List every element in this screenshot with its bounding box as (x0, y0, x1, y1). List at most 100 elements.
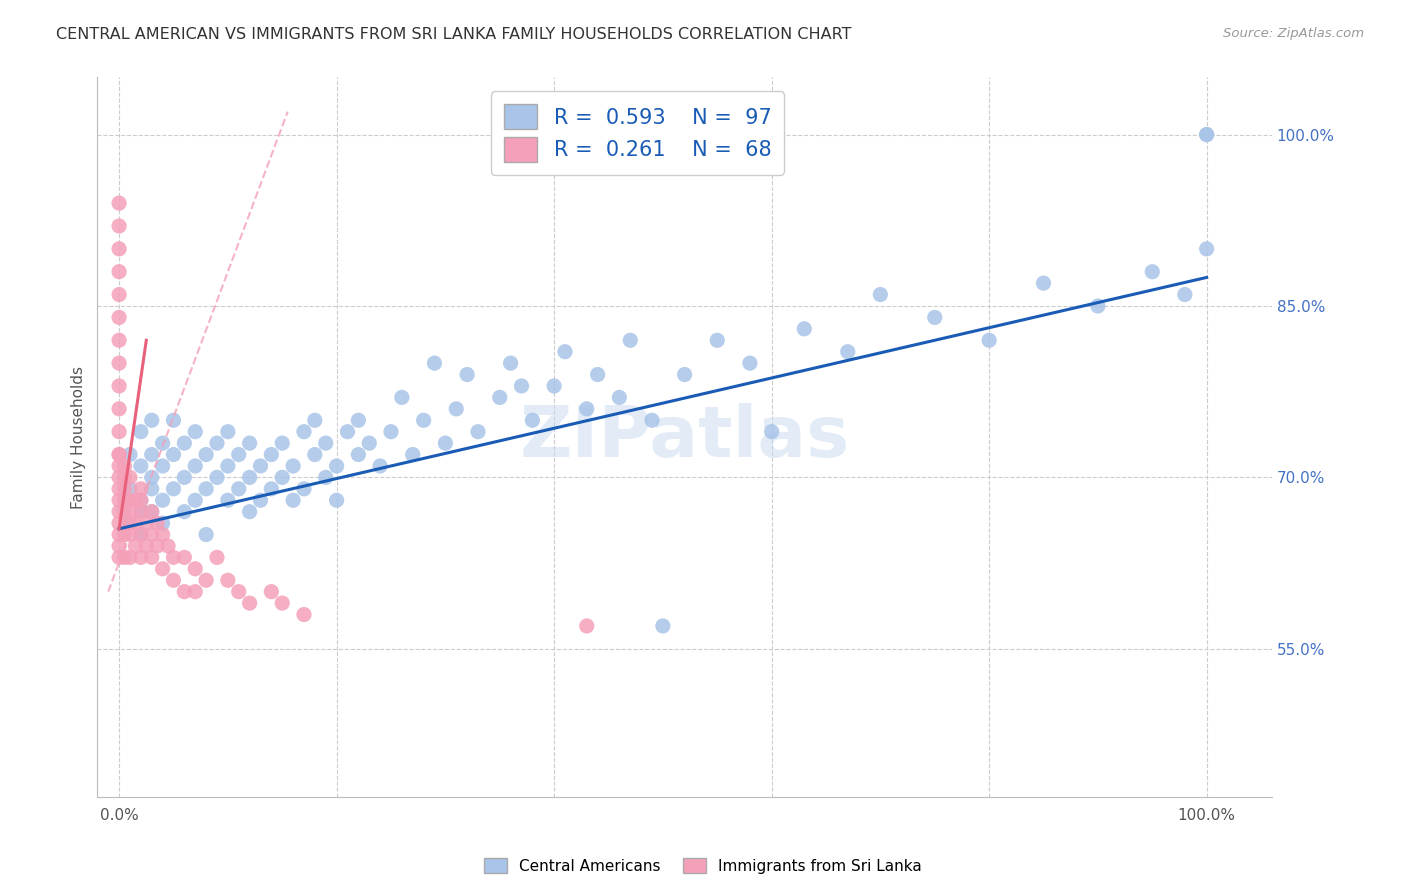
Point (173, 550, 195, 565)
Point (152, 516, 174, 530)
Point (118, 470, 141, 484)
Point (260, 448, 283, 462)
Point (141, 448, 163, 462)
Point (152, 527, 174, 541)
Point (173, 470, 195, 484)
Point (108, 196, 131, 211)
Point (162, 413, 184, 427)
Point (152, 458, 174, 473)
Point (1032, 276, 1054, 290)
Point (124, 493, 146, 508)
Point (336, 425, 359, 439)
Point (793, 322, 815, 336)
Point (141, 527, 163, 541)
Point (239, 505, 262, 519)
Point (456, 368, 478, 382)
Point (184, 425, 207, 439)
Point (315, 436, 337, 450)
Point (1195, 242, 1218, 256)
Point (108, 379, 131, 393)
Point (368, 458, 391, 473)
Point (129, 527, 152, 541)
Point (228, 482, 250, 496)
Point (1195, 128, 1218, 142)
Point (108, 287, 131, 301)
Point (761, 425, 783, 439)
Point (108, 539, 131, 553)
Point (217, 574, 239, 588)
Point (1087, 299, 1109, 313)
Point (184, 493, 207, 508)
Point (195, 448, 218, 462)
Point (304, 448, 326, 462)
Point (205, 470, 228, 484)
Point (249, 458, 271, 473)
Point (108, 505, 131, 519)
Point (108, 482, 131, 496)
Point (239, 470, 262, 484)
Point (619, 333, 641, 347)
Point (162, 482, 184, 496)
Point (152, 562, 174, 576)
Point (141, 413, 163, 427)
Point (118, 550, 141, 565)
Point (347, 413, 370, 427)
Point (217, 493, 239, 508)
Point (162, 448, 184, 462)
Point (108, 470, 131, 484)
Point (184, 562, 207, 576)
Point (325, 458, 347, 473)
Point (114, 527, 136, 541)
Point (488, 391, 510, 405)
Point (467, 425, 489, 439)
Point (129, 505, 152, 519)
Point (118, 448, 141, 462)
Text: ZIPatlas: ZIPatlas (520, 403, 849, 472)
Point (129, 527, 152, 541)
Point (205, 550, 228, 565)
Point (108, 493, 131, 508)
Point (173, 584, 195, 599)
Point (249, 493, 271, 508)
Point (108, 425, 131, 439)
Point (359, 436, 381, 450)
Point (118, 516, 141, 530)
Point (271, 596, 294, 610)
Point (141, 505, 163, 519)
Point (391, 391, 413, 405)
Point (228, 584, 250, 599)
Point (423, 356, 446, 370)
Point (217, 458, 239, 473)
Point (554, 344, 576, 359)
Point (108, 242, 131, 256)
Point (146, 539, 169, 553)
Point (444, 401, 467, 416)
Point (738, 356, 761, 370)
Point (412, 413, 434, 427)
Point (239, 596, 262, 610)
Point (135, 516, 157, 530)
Text: Source: ZipAtlas.com: Source: ZipAtlas.com (1223, 27, 1364, 40)
Point (292, 607, 315, 622)
Point (108, 333, 131, 347)
Point (118, 527, 141, 541)
Point (586, 368, 609, 382)
Point (152, 436, 174, 450)
Point (108, 448, 131, 462)
Point (673, 368, 696, 382)
Point (108, 401, 131, 416)
Point (173, 505, 195, 519)
Point (1174, 287, 1197, 301)
Point (434, 436, 457, 450)
Point (228, 448, 250, 462)
Point (1142, 265, 1164, 279)
Point (108, 550, 131, 565)
Point (195, 574, 218, 588)
Point (129, 458, 152, 473)
Point (239, 436, 262, 450)
Point (522, 413, 544, 427)
Point (135, 539, 157, 553)
Text: CENTRAL AMERICAN VS IMMIGRANTS FROM SRI LANKA FAMILY HOUSEHOLDS CORRELATION CHAR: CENTRAL AMERICAN VS IMMIGRANTS FROM SRI … (56, 27, 852, 42)
Point (124, 539, 146, 553)
Point (641, 413, 664, 427)
